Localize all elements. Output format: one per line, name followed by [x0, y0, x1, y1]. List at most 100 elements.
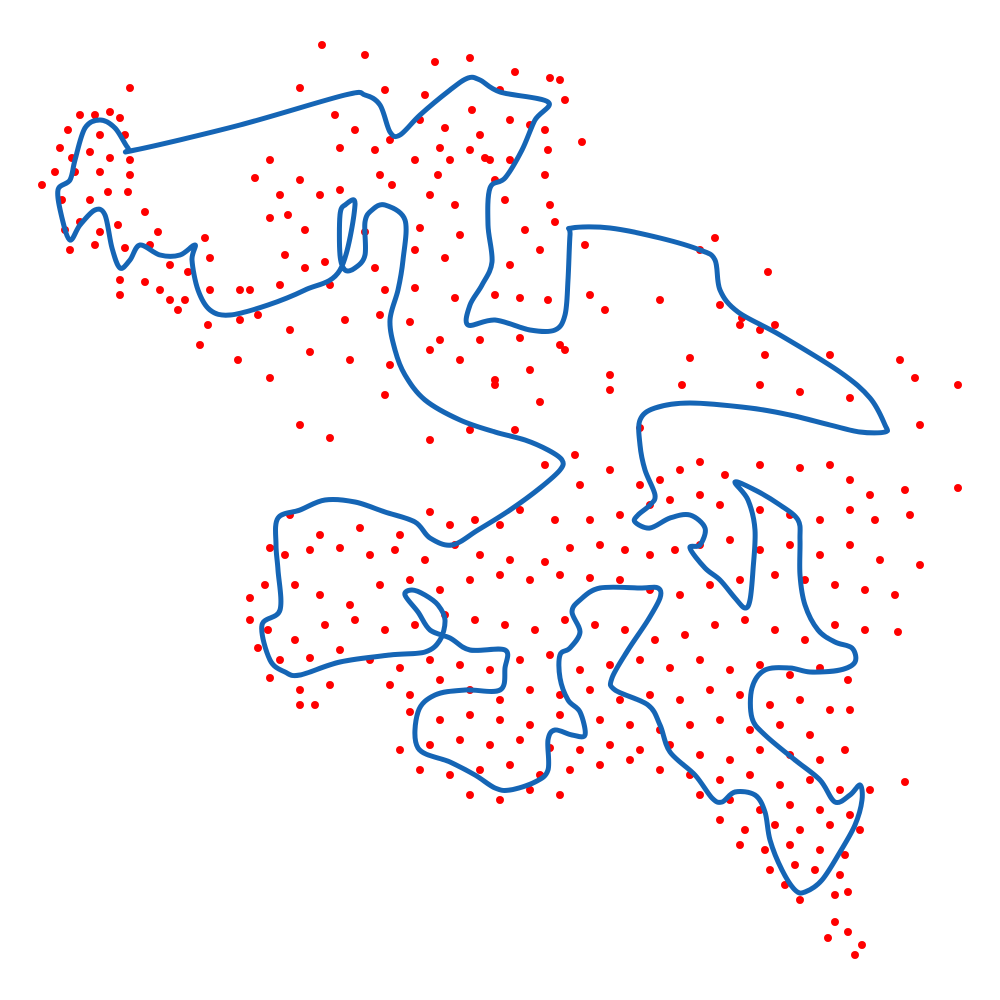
scatter-point [836, 786, 844, 794]
scatter-point [381, 391, 389, 399]
scatter-point [246, 616, 254, 624]
scatter-point [858, 941, 866, 949]
scatter-point [816, 756, 824, 764]
scatter-point [516, 736, 524, 744]
scatter-point [336, 544, 344, 552]
scatter-point [446, 771, 454, 779]
scatter-point [106, 108, 114, 116]
scatter-point [846, 506, 854, 514]
scatter-point [254, 311, 262, 319]
scatter-points [38, 41, 962, 959]
scatter-point [566, 766, 574, 774]
scatter-point [141, 278, 149, 286]
scatter-point [466, 54, 474, 62]
scatter-point [796, 696, 804, 704]
scatter-point [511, 68, 519, 76]
scatter-point [586, 686, 594, 694]
scatter-point [64, 126, 72, 134]
scatter-point [124, 188, 132, 196]
scatter-point [406, 691, 414, 699]
scatter-point [711, 621, 719, 629]
scatter-point [676, 466, 684, 474]
scatter-point [38, 181, 46, 189]
scatter-point [606, 741, 614, 749]
scatter-point [426, 656, 434, 664]
scatter-point [861, 586, 869, 594]
scatter-point [251, 174, 259, 182]
scatter-point [576, 746, 584, 754]
scatter-point [371, 146, 379, 154]
scatter-point [416, 766, 424, 774]
scatter-point [771, 821, 779, 829]
scatter-point [846, 476, 854, 484]
scatter-point [621, 546, 629, 554]
scatter-point [114, 221, 122, 229]
scatter-point [411, 156, 419, 164]
scatter-point [421, 91, 429, 99]
scatter-point [511, 426, 519, 434]
scatter-point [806, 731, 814, 739]
scatter-point [846, 541, 854, 549]
scatter-point [306, 546, 314, 554]
scatter-point [246, 286, 254, 294]
scatter-point [166, 261, 174, 269]
scatter-point [286, 326, 294, 334]
scatter-point [141, 208, 149, 216]
scatter-point [656, 476, 664, 484]
scatter-point [406, 318, 414, 326]
scatter-point [526, 686, 534, 694]
scatter-point [156, 286, 164, 294]
scatter-point [491, 381, 499, 389]
scatter-point [696, 751, 704, 759]
scatter-point [351, 616, 359, 624]
scatter-point [916, 421, 924, 429]
scatter-point [476, 551, 484, 559]
scatter-point [576, 481, 584, 489]
scatter-point [541, 171, 549, 179]
scatter-point [506, 116, 514, 124]
scatter-point [441, 124, 449, 132]
scatter-point [578, 138, 586, 146]
scatter-point [844, 676, 852, 684]
scatter-point [76, 111, 84, 119]
scatter-point [756, 506, 764, 514]
scatter-point [506, 156, 514, 164]
scatter-point [831, 891, 839, 899]
scatter-point [576, 666, 584, 674]
scatter-point [741, 616, 749, 624]
scatter-point [406, 576, 414, 584]
scatter-point [816, 806, 824, 814]
scatter-point [121, 244, 129, 252]
scatter-point [264, 626, 272, 634]
scatter-point [816, 516, 824, 524]
scatter-point [451, 201, 459, 209]
scatter-point [96, 228, 104, 236]
scatter-point [506, 761, 514, 769]
scatter-point [496, 796, 504, 804]
scatter-point [388, 181, 396, 189]
scatter-point [601, 306, 609, 314]
scatter-point [696, 458, 704, 466]
scatter-point [856, 826, 864, 834]
scatter-point [336, 646, 344, 654]
scatter-point [476, 336, 484, 344]
scatter-point [356, 524, 364, 532]
scatter-point [261, 581, 269, 589]
scatter-point [436, 144, 444, 152]
scatter-point [456, 356, 464, 364]
scatter-point [651, 636, 659, 644]
scatter-point [741, 826, 749, 834]
scatter-point [666, 664, 674, 672]
scatter-point [771, 571, 779, 579]
scatter-point [541, 558, 549, 566]
scatter-point [291, 581, 299, 589]
scatter-point [846, 811, 854, 819]
scatter-point [646, 551, 654, 559]
scatter-point [366, 551, 374, 559]
scatter-point [266, 374, 274, 382]
scatter-point [468, 106, 476, 114]
scatter-point [894, 628, 902, 636]
scatter-point [911, 374, 919, 382]
scatter-point [871, 516, 879, 524]
scatter-point [376, 581, 384, 589]
